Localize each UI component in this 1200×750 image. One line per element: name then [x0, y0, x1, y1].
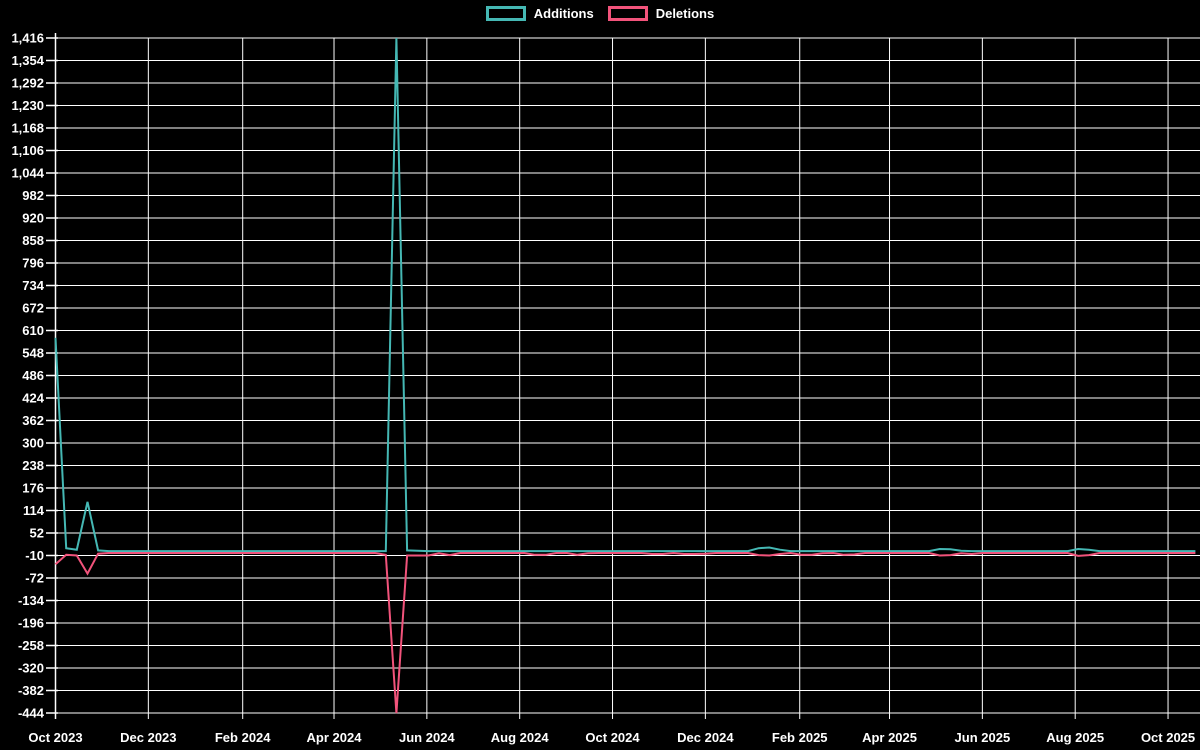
y-tick-label: 362 — [22, 413, 44, 428]
y-tick-label: 548 — [22, 346, 44, 361]
chart-legend: Additions Deletions — [0, 6, 1200, 21]
y-tick-label: 238 — [22, 458, 44, 473]
legend-item-deletions[interactable]: Deletions — [607, 6, 715, 21]
y-tick-label: -320 — [18, 661, 44, 676]
x-tick-label: Apr 2025 — [862, 730, 917, 745]
y-tick-label: 424 — [22, 391, 44, 406]
y-tick-label: 52 — [30, 526, 44, 541]
deletions-swatch-icon — [607, 6, 648, 21]
y-tick-label: 1,106 — [11, 143, 44, 158]
x-tick-label: Aug 2025 — [1046, 730, 1104, 745]
y-tick-label: 1,044 — [11, 166, 44, 181]
x-tick-label: Oct 2023 — [28, 730, 82, 745]
x-tick-label: Dec 2024 — [677, 730, 734, 745]
x-tick-label: Feb 2024 — [215, 730, 271, 745]
y-tick-label: 1,230 — [11, 98, 44, 113]
y-tick-label: -196 — [18, 616, 44, 631]
y-tick-label: 734 — [22, 278, 44, 293]
legend-item-additions[interactable]: Additions — [485, 6, 594, 21]
y-tick-label: 114 — [23, 503, 45, 518]
y-tick-label: 1,168 — [11, 121, 44, 136]
x-tick-label: Aug 2024 — [491, 730, 550, 745]
y-tick-label: 672 — [22, 301, 44, 316]
x-tick-label: Dec 2023 — [120, 730, 176, 745]
additions-line[interactable] — [54, 37, 1196, 553]
y-tick-label: 1,416 — [11, 31, 44, 46]
y-tick-label: 858 — [22, 233, 44, 248]
y-tick-label: 982 — [22, 188, 44, 203]
y-tick-label: -258 — [18, 638, 44, 653]
x-tick-label: Jun 2025 — [955, 730, 1011, 745]
x-tick-label: Jun 2024 — [399, 730, 455, 745]
x-tick-label: Apr 2024 — [307, 730, 363, 745]
x-tick-label: Oct 2024 — [585, 730, 640, 745]
legend-label-deletions: Deletions — [655, 6, 715, 21]
y-tick-label: -134 — [18, 593, 45, 608]
y-tick-label: -382 — [18, 683, 44, 698]
y-tick-label: 300 — [22, 436, 44, 451]
y-tick-label: -10 — [25, 548, 44, 563]
x-tick-label: Feb 2025 — [772, 730, 828, 745]
y-tick-label: -72 — [25, 571, 44, 586]
y-tick-label: 796 — [22, 256, 44, 271]
y-tick-label: 1,354 — [11, 53, 44, 68]
legend-label-additions: Additions — [533, 6, 594, 21]
x-tick-label: Oct 2025 — [1141, 730, 1195, 745]
y-tick-label: 610 — [22, 323, 44, 338]
y-tick-label: 486 — [22, 368, 44, 383]
y-tick-label: 920 — [22, 211, 44, 226]
y-tick-label: 176 — [22, 481, 44, 496]
additions-swatch-icon — [485, 6, 526, 21]
y-tick-label: 1,292 — [11, 76, 44, 91]
deletions-line[interactable] — [54, 551, 1196, 714]
y-tick-label: -444 — [18, 706, 45, 721]
